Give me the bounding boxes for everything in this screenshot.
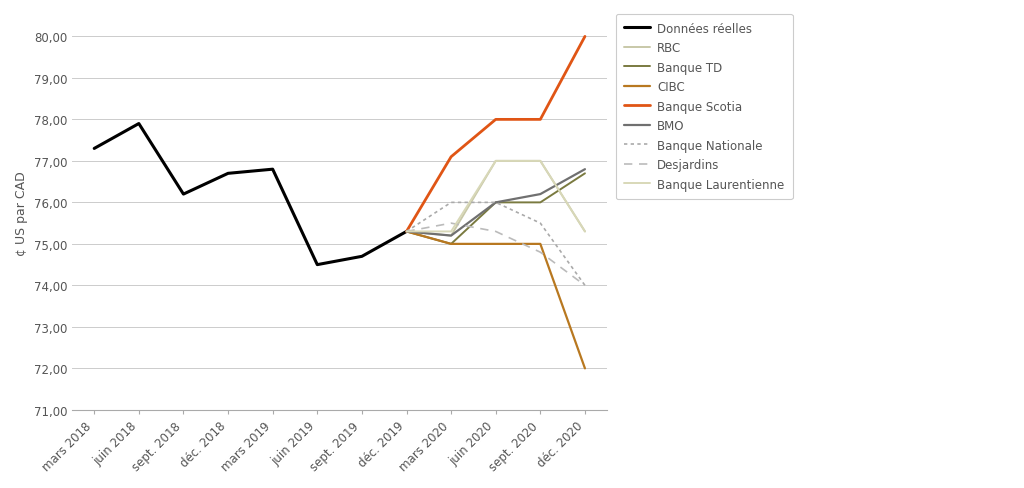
RBC bbox=[579, 229, 591, 235]
Y-axis label: ¢ US par CAD: ¢ US par CAD bbox=[15, 171, 28, 256]
Banque Nationale bbox=[400, 229, 413, 235]
Line: Données réelles: Données réelles bbox=[94, 124, 407, 265]
Banque TD bbox=[489, 200, 502, 206]
CIBC bbox=[579, 366, 591, 371]
CIBC bbox=[445, 242, 458, 247]
Line: Banque Laurentienne: Banque Laurentienne bbox=[407, 162, 585, 232]
Line: CIBC: CIBC bbox=[407, 232, 585, 368]
Banque Laurentienne bbox=[489, 159, 502, 164]
Desjardins bbox=[489, 229, 502, 235]
RBC bbox=[400, 229, 413, 235]
Banque Scotia bbox=[400, 229, 413, 235]
Banque TD bbox=[579, 171, 591, 177]
Line: Banque Scotia: Banque Scotia bbox=[407, 37, 585, 232]
CIBC bbox=[535, 242, 547, 247]
BMO bbox=[579, 167, 591, 173]
Banque Scotia bbox=[579, 34, 591, 40]
CIBC bbox=[489, 242, 502, 247]
Line: Desjardins: Desjardins bbox=[407, 224, 585, 286]
Banque Laurentienne bbox=[400, 229, 413, 235]
Line: BMO: BMO bbox=[407, 170, 585, 236]
RBC bbox=[489, 159, 502, 164]
Desjardins bbox=[535, 250, 547, 256]
Données réelles bbox=[222, 171, 234, 177]
Banque Nationale bbox=[579, 283, 591, 289]
Banque Scotia bbox=[489, 117, 502, 123]
Banque TD bbox=[535, 200, 547, 206]
Banque TD bbox=[400, 229, 413, 235]
Données réelles bbox=[355, 254, 368, 260]
Line: Banque TD: Banque TD bbox=[407, 174, 585, 244]
BMO bbox=[489, 200, 502, 206]
Banque Nationale bbox=[445, 200, 458, 206]
Banque TD bbox=[445, 242, 458, 247]
Banque Laurentienne bbox=[445, 229, 458, 235]
Données réelles bbox=[311, 262, 324, 268]
Banque Nationale bbox=[489, 200, 502, 206]
Données réelles bbox=[133, 122, 145, 127]
Banque Nationale bbox=[535, 221, 547, 226]
Données réelles bbox=[177, 192, 189, 198]
Desjardins bbox=[400, 229, 413, 235]
Line: RBC: RBC bbox=[407, 162, 585, 236]
CIBC bbox=[400, 229, 413, 235]
Desjardins bbox=[445, 221, 458, 226]
RBC bbox=[445, 233, 458, 239]
BMO bbox=[535, 192, 547, 198]
Données réelles bbox=[266, 167, 279, 173]
Banque Scotia bbox=[445, 155, 458, 161]
Desjardins bbox=[579, 283, 591, 289]
Données réelles bbox=[88, 146, 100, 152]
Banque Scotia bbox=[535, 117, 547, 123]
RBC bbox=[535, 159, 547, 164]
Banque Laurentienne bbox=[579, 229, 591, 235]
BMO bbox=[400, 229, 413, 235]
Banque Laurentienne bbox=[535, 159, 547, 164]
Legend: Données réelles, RBC, Banque TD, CIBC, Banque Scotia, BMO, Banque Nationale, Des: Données réelles, RBC, Banque TD, CIBC, B… bbox=[615, 15, 793, 200]
Données réelles bbox=[400, 229, 413, 235]
BMO bbox=[445, 233, 458, 239]
Line: Banque Nationale: Banque Nationale bbox=[407, 203, 585, 286]
